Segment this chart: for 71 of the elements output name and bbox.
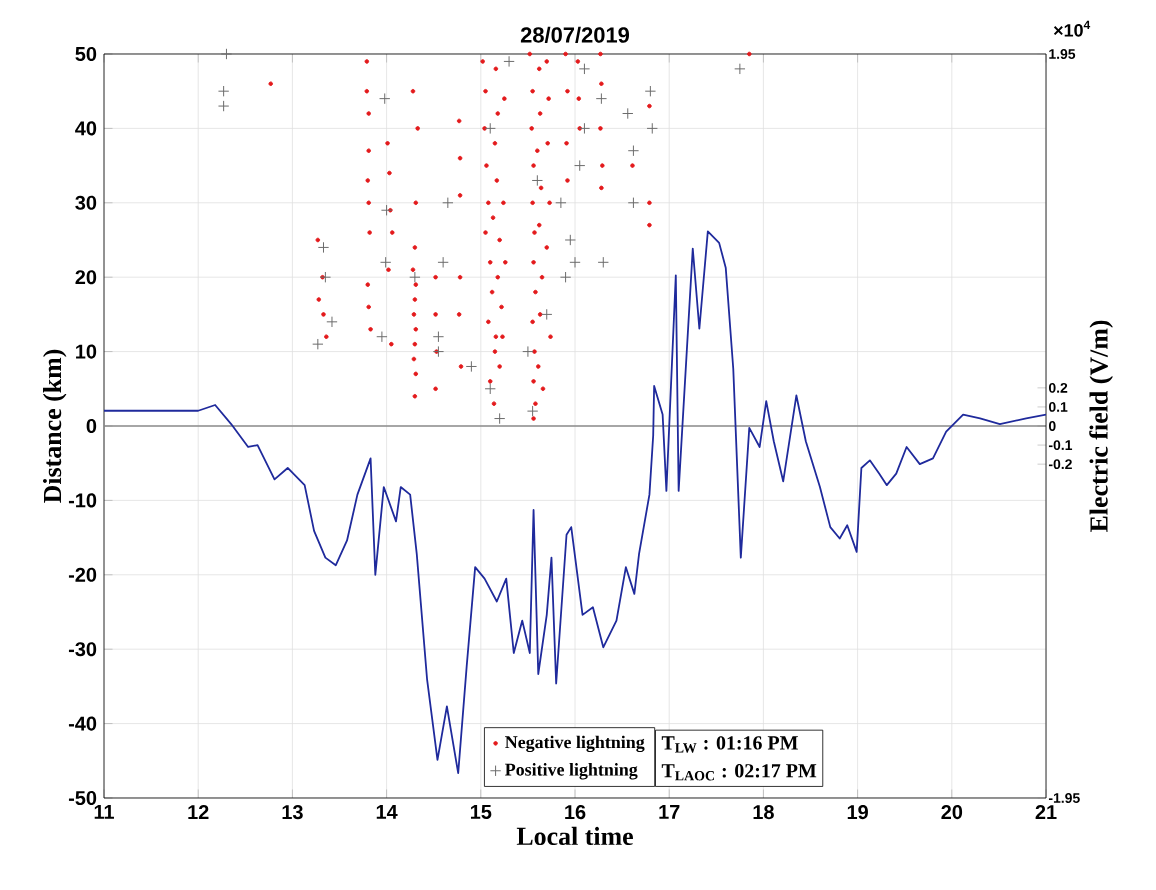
x-tick-label: 14 (376, 805, 398, 819)
point (646, 122, 658, 135)
point (437, 256, 449, 268)
x-tick-label: 21 (1035, 805, 1057, 819)
x-tick-label: 18 (753, 805, 774, 820)
point (317, 241, 330, 254)
y-tick-label: 0 (86, 418, 97, 434)
point (541, 308, 553, 321)
point (622, 107, 634, 120)
y-tick-label: 10 (76, 344, 97, 359)
point (484, 383, 496, 395)
x-tick-label: 19 (847, 805, 868, 820)
y-tick-label: -20 (68, 567, 97, 582)
point (220, 48, 233, 60)
y-tick-label: 20 (75, 270, 97, 285)
point (627, 197, 640, 209)
x-tick-label: 13 (282, 805, 303, 820)
point (312, 338, 324, 350)
x-tick-label: 11 (94, 805, 114, 819)
point (569, 256, 581, 268)
x-axis-title: Local time (516, 826, 633, 846)
y-tick-label: -30 (68, 642, 97, 657)
point (555, 197, 567, 209)
point (380, 204, 393, 216)
point (217, 100, 230, 112)
point (376, 331, 388, 343)
point (465, 360, 478, 373)
legend-label: Positive lightning (505, 763, 638, 780)
point (597, 256, 609, 268)
text: ×10$^{4}$ (1053, 20, 1091, 37)
point (627, 145, 640, 157)
y-tick-label: -50 (68, 790, 97, 806)
point (493, 412, 506, 425)
point (578, 63, 591, 75)
point (734, 63, 746, 75)
point (409, 271, 421, 283)
point (442, 197, 454, 209)
point (503, 55, 515, 68)
point (326, 316, 338, 328)
point (432, 331, 445, 343)
point (559, 271, 572, 283)
point (574, 159, 586, 172)
y-tick-label: -10 (68, 493, 97, 508)
annotation: T$_{LW}$ : 01:16 PM (661, 736, 798, 753)
annotation: T$_{LAOC}$ : 02:17 PM (661, 764, 817, 781)
point (564, 234, 576, 246)
legend-label: Negative lightning (505, 735, 645, 753)
point (379, 256, 392, 268)
y2-axis-title: Electric field (V/m) (1089, 320, 1113, 533)
point (217, 85, 230, 97)
point (578, 122, 591, 135)
point (522, 345, 534, 358)
point (432, 345, 445, 358)
y-tick-label: 50 (75, 46, 97, 62)
point (484, 122, 496, 135)
point (379, 92, 391, 105)
x-tick-label: 16 (565, 805, 586, 820)
y-tick-label: -40 (68, 716, 97, 731)
y-tick-label: 40 (75, 121, 97, 136)
y-tick-label: 30 (75, 195, 97, 210)
point (526, 405, 539, 417)
y-axis-title: Distance (km) (43, 349, 67, 503)
point (531, 174, 544, 187)
x-tick-label: 17 (659, 805, 680, 819)
x-tick-label: 12 (188, 805, 209, 819)
point (595, 92, 608, 105)
x-tick-label: 20 (941, 805, 963, 820)
point (644, 85, 657, 97)
point (319, 271, 332, 283)
chart-title: 28/07/2019 (520, 26, 630, 43)
x-tick-label: 15 (470, 805, 492, 819)
